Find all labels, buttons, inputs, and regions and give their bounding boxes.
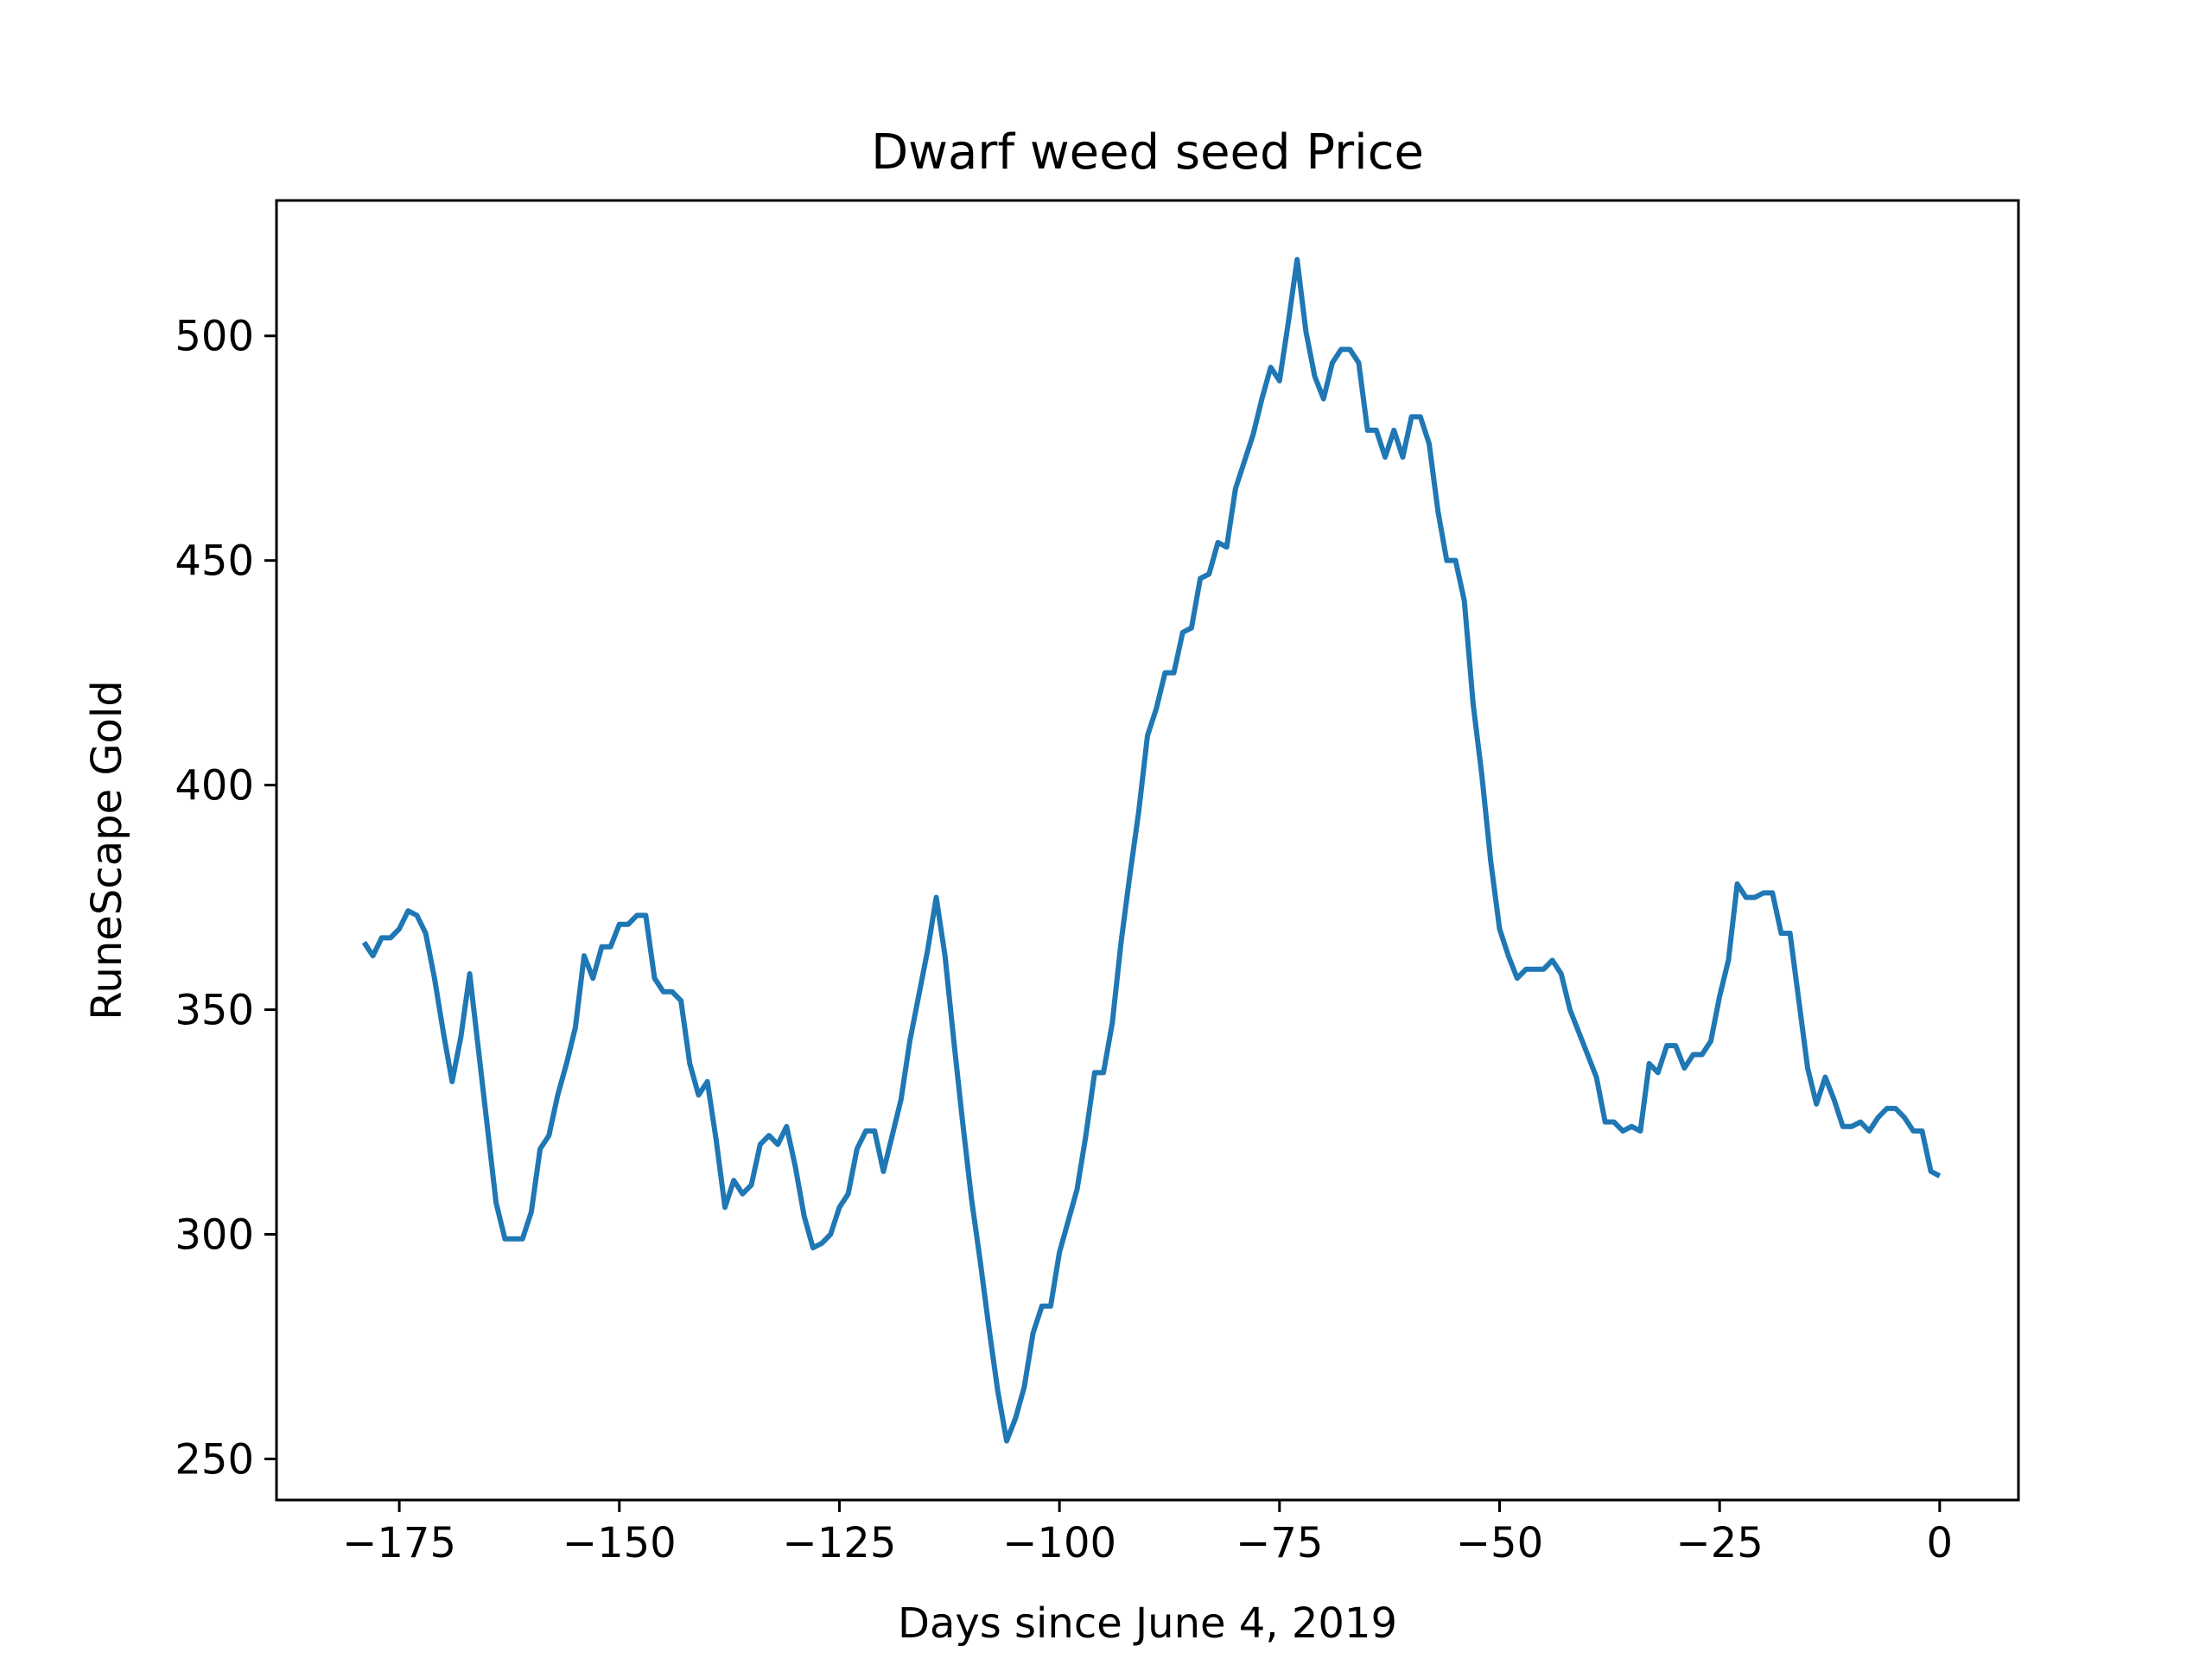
x-tick-label: −150 [563, 1519, 677, 1567]
y-tick-label: 500 [175, 313, 254, 361]
series-line-0 [361, 257, 1942, 1444]
chart-title: Dwarf weed seed Price [871, 124, 1424, 181]
y-tick-label: 250 [175, 1435, 254, 1484]
x-tick-label: −125 [783, 1519, 897, 1567]
plot-area [361, 257, 1942, 1444]
plot-frame [275, 199, 2020, 1502]
x-tick-label: −50 [1456, 1519, 1543, 1567]
x-tick-label: −25 [1676, 1519, 1764, 1567]
x-axis-label: Days since June 4, 2019 [898, 1599, 1397, 1648]
x-tick-label: 0 [1927, 1519, 1954, 1567]
x-axis: −175 −150 −125 −100 −75 −50 −25 0 [342, 1500, 1953, 1567]
y-tick-label: 350 [175, 987, 254, 1035]
x-tick-label: −175 [342, 1519, 456, 1567]
x-tick-label: −75 [1236, 1519, 1323, 1567]
y-tick-label: 300 [175, 1211, 254, 1259]
y-axis: 250 300 350 400 450 500 [175, 313, 276, 1484]
y-axis-label: RuneScape Gold [83, 680, 131, 1020]
x-tick-label: −100 [1002, 1519, 1116, 1567]
y-tick-label: 450 [175, 537, 254, 586]
y-tick-label: 400 [175, 762, 254, 810]
